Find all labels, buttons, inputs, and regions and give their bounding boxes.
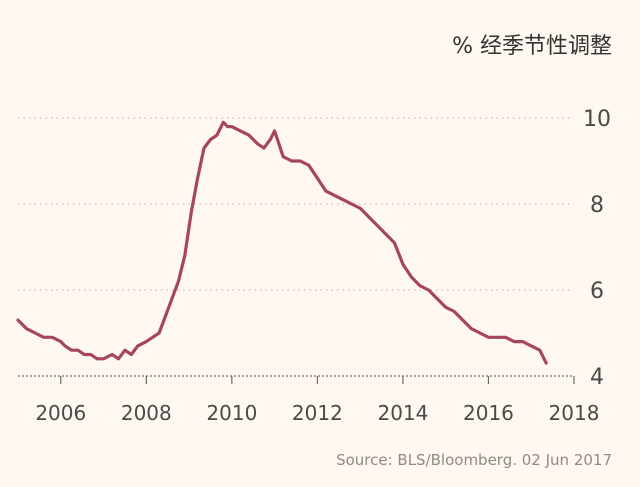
series-line <box>16 120 548 365</box>
x-tick-label: 2006 <box>35 401 86 425</box>
y-tick-label: 8 <box>590 193 604 218</box>
y-tick-label: 4 <box>590 365 604 390</box>
y-axis-ticks: 4 6 8 10 <box>583 107 611 390</box>
x-tick-label: 2008 <box>121 401 172 425</box>
x-tick-label: 2018 <box>549 401 600 425</box>
unit-label: % 经季节性调整 <box>452 34 612 59</box>
x-tick-label: 2016 <box>463 401 514 425</box>
source-note: Source: BLS/Bloomberg. 02 Jun 2017 <box>336 451 612 469</box>
x-tick-label: 2014 <box>377 401 428 425</box>
y-tick-label: 6 <box>590 279 604 304</box>
x-axis-ticks: 2006 2008 2010 2012 2014 2016 2018 <box>35 376 599 425</box>
gridlines <box>18 117 574 377</box>
series-lines <box>16 120 548 365</box>
y-tick-label: 10 <box>583 107 611 132</box>
x-tick-label: 2012 <box>292 401 343 425</box>
x-tick-label: 2010 <box>206 401 257 425</box>
